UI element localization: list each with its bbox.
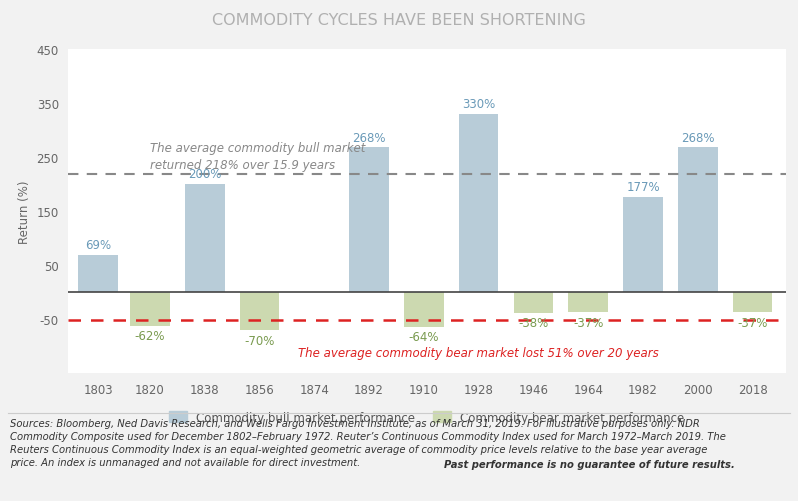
Bar bbox=[78, 256, 118, 293]
Bar bbox=[514, 293, 553, 313]
Text: 69%: 69% bbox=[85, 238, 112, 252]
Bar bbox=[350, 148, 389, 293]
Text: 200%: 200% bbox=[188, 168, 222, 181]
Text: Past performance is no guarantee of future results.: Past performance is no guarantee of futu… bbox=[444, 459, 735, 469]
Text: 177%: 177% bbox=[626, 180, 660, 193]
Text: -70%: -70% bbox=[244, 334, 275, 347]
Legend: Commodity bull market performance, Commodity bear market performance: Commodity bull market performance, Commo… bbox=[169, 411, 685, 424]
Text: 330%: 330% bbox=[462, 98, 496, 111]
Bar bbox=[568, 293, 608, 313]
Bar bbox=[130, 293, 170, 326]
Bar bbox=[404, 293, 444, 327]
Text: -38%: -38% bbox=[519, 317, 548, 330]
Bar bbox=[733, 293, 772, 313]
Text: The average commodity bear market lost 51% over 20 years: The average commodity bear market lost 5… bbox=[298, 346, 659, 359]
Text: -37%: -37% bbox=[737, 316, 768, 329]
Text: -64%: -64% bbox=[409, 331, 439, 344]
Bar bbox=[185, 185, 224, 293]
Bar bbox=[678, 148, 717, 293]
Bar bbox=[623, 197, 663, 293]
Text: 268%: 268% bbox=[353, 131, 386, 144]
Text: COMMODITY CYCLES HAVE BEEN SHORTENING: COMMODITY CYCLES HAVE BEEN SHORTENING bbox=[212, 13, 586, 28]
Text: -37%: -37% bbox=[573, 316, 603, 329]
Y-axis label: Return (%): Return (%) bbox=[18, 180, 31, 243]
Bar bbox=[239, 293, 279, 330]
Text: 268%: 268% bbox=[681, 131, 714, 144]
Text: -62%: -62% bbox=[135, 330, 165, 343]
Text: The average commodity bull market
returned 218% over 15.9 years: The average commodity bull market return… bbox=[150, 142, 365, 172]
Bar bbox=[459, 115, 499, 293]
Text: Sources: Bloomberg, Ned Davis Research, and Wells Fargo Investment Institute, as: Sources: Bloomberg, Ned Davis Research, … bbox=[10, 418, 725, 466]
